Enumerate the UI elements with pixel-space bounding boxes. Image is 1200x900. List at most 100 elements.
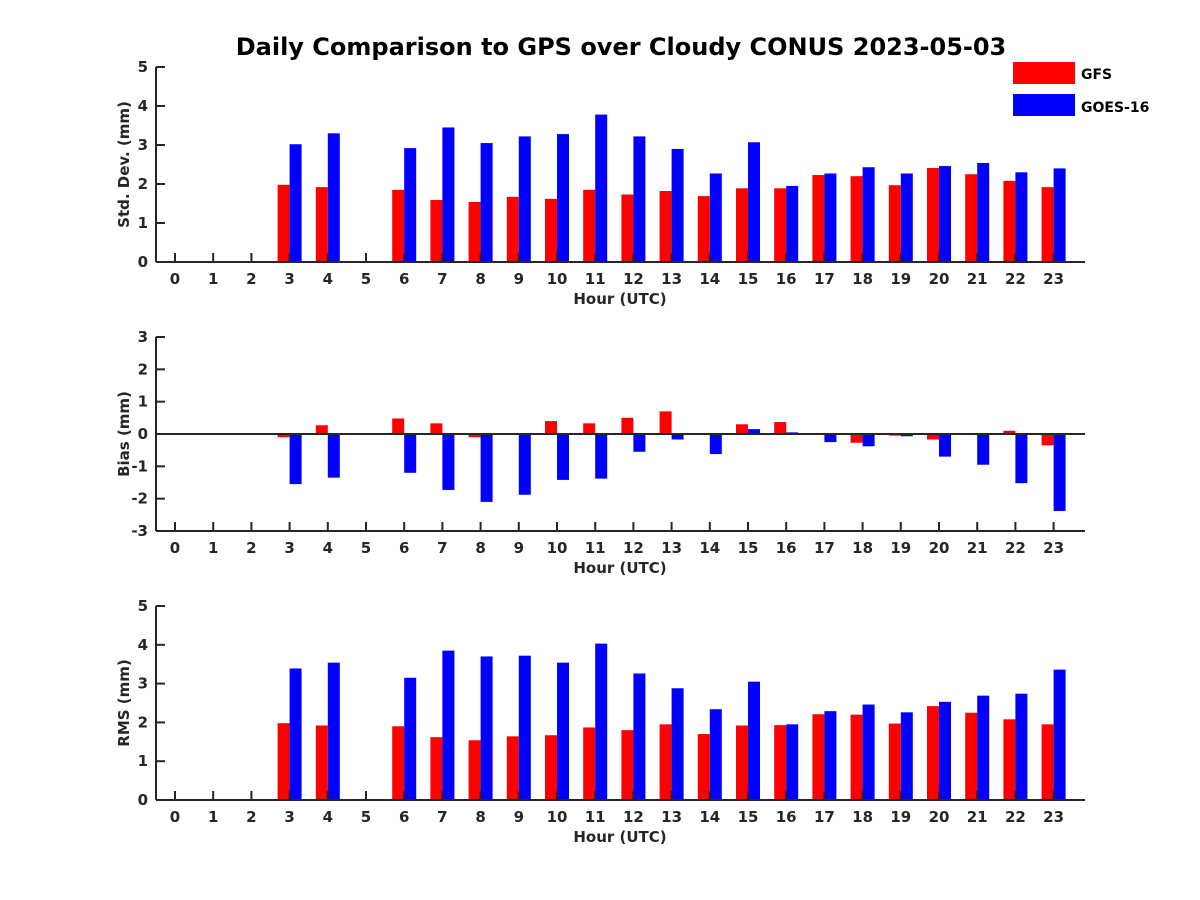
bar-gfs-hour-20 (927, 168, 939, 262)
x-tick-label: 11 (585, 539, 606, 557)
x-tick-label: 19 (890, 539, 911, 557)
x-tick-label: 2 (246, 539, 256, 557)
bar-gfs-hour-12 (621, 417, 634, 434)
x-tick-label: 23 (1043, 808, 1064, 826)
legend-label-goes16: GOES-16 (1081, 100, 1149, 116)
bar-gfs-hour-15 (736, 424, 748, 434)
x-tick-label: 17 (814, 808, 835, 826)
bar-goes16-hour-15 (748, 142, 760, 262)
bar-gfs-hour-20 (927, 706, 939, 800)
bar-gfs-hour-23 (1041, 187, 1054, 262)
x-tick-label: 13 (661, 270, 682, 288)
bar-gfs-hour-22 (1003, 430, 1016, 434)
bar-gfs-hour-18 (850, 714, 863, 800)
y-tick-label: 2 (138, 360, 148, 378)
bar-goes16-hour-3 (289, 144, 302, 262)
bar-goes16-hour-11 (595, 643, 608, 800)
bar-gfs-hour-22 (1003, 180, 1016, 262)
x-tick-label: 7 (437, 539, 447, 557)
bar-goes16-hour-23 (1053, 168, 1066, 262)
x-tick-label: 0 (170, 808, 180, 826)
bar-goes16-hour-10 (557, 434, 569, 480)
bar-gfs-hour-16 (774, 422, 787, 434)
x-tick-label: 6 (399, 270, 409, 288)
bar-goes16-hour-18 (862, 434, 875, 447)
y-tick-label: -1 (131, 457, 148, 475)
bar-goes16-hour-12 (633, 434, 646, 452)
bar-goes16-hour-8 (480, 434, 493, 502)
y-tick-label: 1 (138, 214, 148, 232)
bar-gfs-hour-17 (812, 175, 825, 262)
bar-gfs-hour-19 (888, 185, 901, 262)
bar-goes16-hour-7 (442, 434, 455, 490)
bar-goes16-hour-22 (1015, 172, 1028, 262)
bar-gfs-hour-14 (697, 734, 710, 800)
bar-gfs-hour-19 (888, 723, 901, 800)
x-tick-label: 12 (623, 808, 644, 826)
bar-goes16-hour-23 (1053, 669, 1066, 800)
x-tick-label: 5 (361, 270, 371, 288)
bar-goes16-hour-20 (939, 701, 951, 800)
bar-gfs-hour-16 (774, 188, 787, 262)
y-tick-label: 5 (138, 58, 148, 76)
x-tick-label: 10 (547, 808, 568, 826)
x-tick-label: 1 (208, 270, 218, 288)
bar-gfs-hour-9 (506, 196, 519, 262)
x-tick-label: 1 (208, 808, 218, 826)
bar-gfs-hour-22 (1003, 719, 1016, 800)
bar-gfs-hour-17 (812, 714, 825, 800)
bar-gfs-hour-21 (965, 712, 978, 800)
bar-gfs-hour-4 (315, 425, 328, 434)
x-tick-label: 22 (1005, 539, 1026, 557)
bar-goes16-hour-19 (900, 434, 913, 437)
x-tick-label: 15 (738, 539, 759, 557)
x-tick-label: 3 (284, 539, 294, 557)
x-tick-label: 18 (852, 808, 873, 826)
bar-gfs-hour-8 (468, 740, 481, 800)
x-tick-label: 14 (699, 808, 720, 826)
x-tick-label: 19 (890, 270, 911, 288)
bar-gfs-hour-11 (583, 423, 596, 434)
bar-gfs-hour-9 (506, 736, 519, 800)
x-tick-label: 21 (967, 808, 988, 826)
bar-goes16-hour-3 (289, 434, 302, 485)
x-tick-label: 8 (475, 808, 485, 826)
bar-goes16-hour-18 (862, 167, 875, 262)
x-tick-label: 0 (170, 270, 180, 288)
bar-goes16-hour-16 (786, 185, 799, 262)
bar-goes16-hour-8 (480, 143, 493, 262)
x-tick-label: 7 (437, 808, 447, 826)
bar-goes16-hour-6 (404, 148, 417, 262)
x-tick-label: 4 (323, 539, 333, 557)
bar-gfs-hour-10 (545, 421, 557, 434)
bar-goes16-hour-21 (977, 434, 990, 465)
bar-gfs-hour-10 (545, 198, 557, 262)
bar-goes16-hour-7 (442, 127, 455, 262)
bar-goes16-hour-19 (900, 173, 913, 262)
x-tick-label: 6 (399, 539, 409, 557)
x-tick-label: 6 (399, 808, 409, 826)
x-tick-label: 16 (776, 270, 797, 288)
x-tick-label: 8 (475, 270, 485, 288)
bar-goes16-hour-18 (862, 704, 875, 800)
bar-goes16-hour-8 (480, 656, 493, 800)
x-tick-label: 12 (623, 270, 644, 288)
bar-goes16-hour-4 (327, 133, 340, 262)
bar-gfs-hour-12 (621, 194, 634, 262)
y-axis-label: RMS (mm) (115, 659, 133, 746)
x-tick-label: 15 (738, 808, 759, 826)
y-tick-label: -2 (131, 490, 148, 508)
x-tick-label: 23 (1043, 539, 1064, 557)
x-tick-label: 20 (929, 539, 950, 557)
bar-gfs-hour-6 (392, 418, 405, 434)
bar-gfs-hour-13 (659, 724, 672, 800)
x-tick-label: 10 (547, 539, 568, 557)
bar-goes16-hour-17 (824, 173, 837, 262)
bar-gfs-hour-10 (545, 735, 557, 800)
bar-goes16-hour-4 (327, 662, 340, 800)
bar-goes16-hour-3 (289, 668, 302, 800)
bar-gfs-hour-20 (927, 434, 939, 440)
bar-goes16-hour-22 (1015, 434, 1028, 484)
bar-goes16-hour-9 (518, 136, 531, 262)
